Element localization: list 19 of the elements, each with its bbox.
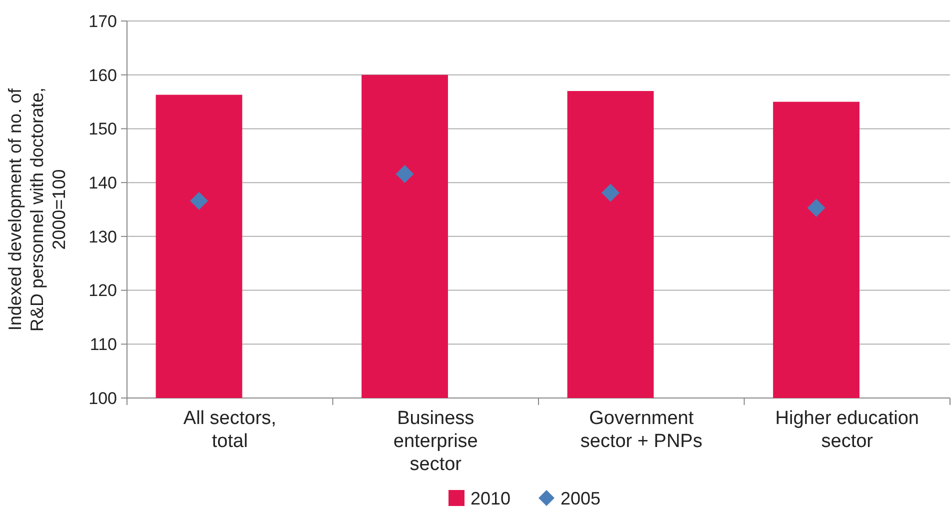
point [602,184,620,202]
legend-label: 2005 [560,488,601,508]
point [190,192,208,210]
y-tick-label: 150 [88,120,117,139]
x-tick-label: Government sector + PNPs [580,408,702,452]
y-tick-label: 110 [90,335,117,354]
y-tick-label: 140 [88,174,117,193]
y-tick-label: 130 [88,227,117,246]
y-tick-label: 100 [88,388,117,408]
y-tick-label: 170 [88,12,117,31]
y-tick-label: 120 [88,281,117,300]
y-axis-title: Indexed development of no. of R&D personnel with doctorate, 2000=100 [5,87,69,332]
point [807,198,826,217]
x-tick-label: Business enterprise sector [393,408,478,475]
x-tick-label: Higher education sector [775,408,919,452]
x-tick-label: All sectors, total [183,408,276,452]
legend-label: 2010 [470,488,511,508]
y-tick-label: 160 [88,66,117,85]
point [396,164,414,183]
